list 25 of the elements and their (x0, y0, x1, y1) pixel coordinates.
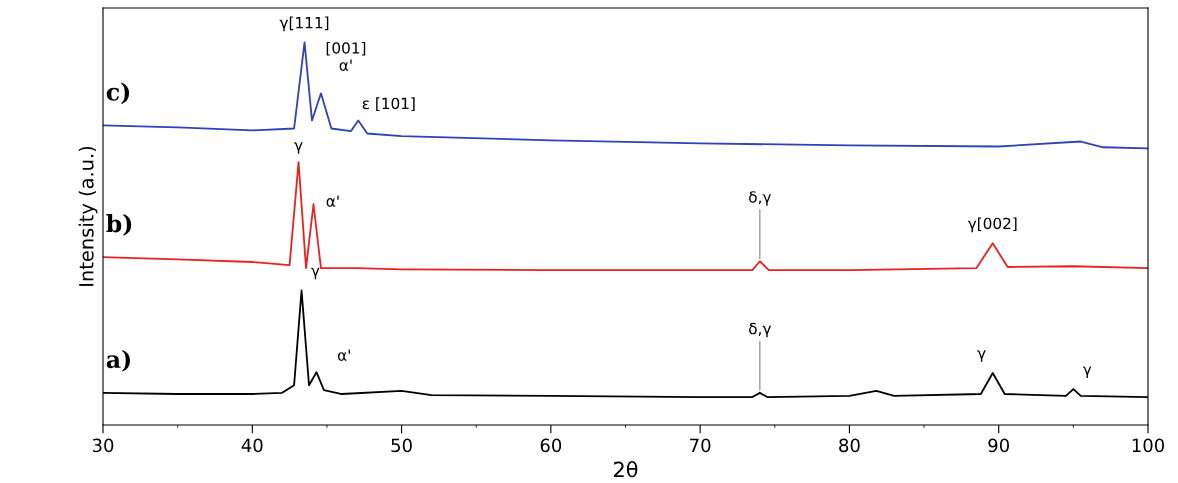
x-tick-label: 40 (241, 438, 263, 453)
x-axis-title: 2θ (614, 461, 638, 478)
x-tick-label: 100 (1132, 438, 1165, 453)
x-tick-label: 50 (391, 438, 412, 453)
annotation: γ[111] (279, 16, 329, 32)
y-axis-title: Intensity (a.u.) (78, 146, 98, 286)
annotation: δ,γ (749, 191, 772, 206)
series-label: b) (106, 214, 132, 236)
annotation: δ,γ (749, 322, 772, 338)
annotation: γ[002] (967, 217, 1017, 233)
annotation: [001] α' (326, 41, 366, 71)
annotation: α' (337, 349, 350, 361)
x-tick-label: 90 (988, 438, 1009, 453)
x-tick-label: 80 (839, 438, 860, 453)
annotation: γ (1082, 366, 1092, 378)
x-tick-label: 30 (92, 438, 114, 453)
annotation: ε [101] (362, 97, 415, 111)
series-label: a) (106, 349, 130, 372)
annotation: γ (294, 142, 303, 154)
series-label: c) (106, 82, 130, 105)
x-tick-label: 70 (690, 438, 711, 453)
annotation: γ (977, 350, 986, 362)
annotation: α' (326, 195, 339, 207)
annotation: γ (311, 267, 320, 280)
x-tick-label: 60 (540, 438, 562, 453)
